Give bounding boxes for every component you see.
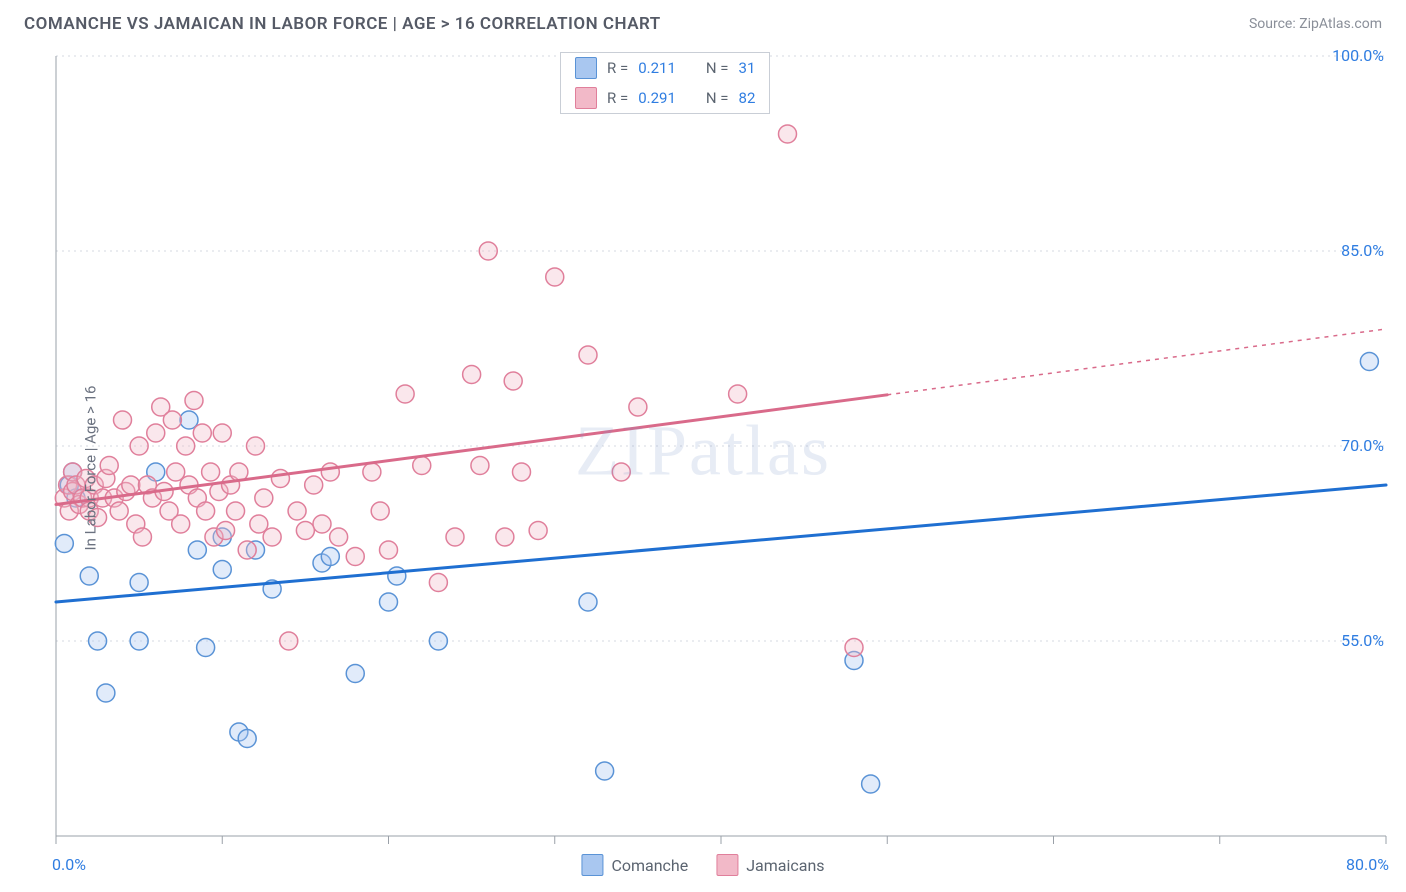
legend-label: Jamaicans: [746, 856, 824, 875]
legend-swatch: [581, 854, 603, 876]
x-tick-label: 80.0%: [1346, 855, 1389, 874]
y-tick-label: 85.0%: [1341, 241, 1384, 260]
scatter-chart: [0, 44, 1406, 892]
legend-r-value[interactable]: 0.211: [638, 59, 676, 77]
chart-area: In Labor Force | Age > 16 ZIPatlas R =0.…: [0, 44, 1406, 892]
chart-header: COMANCHE VS JAMAICAN IN LABOR FORCE | AG…: [0, 0, 1406, 44]
legend-n-value[interactable]: 31: [739, 59, 756, 77]
legend-r-value[interactable]: 0.291: [638, 89, 676, 107]
y-tick-label: 70.0%: [1341, 436, 1384, 455]
x-tick-label: 0.0%: [52, 855, 86, 874]
legend-swatch: [575, 87, 597, 109]
legend-n-label: N =: [706, 89, 729, 107]
legend-r-label: R =: [607, 59, 628, 77]
y-axis-label: In Labor Force | Age > 16: [81, 386, 99, 551]
legend-swatch: [716, 854, 738, 876]
series-legend: Comanche Jamaicans: [581, 854, 824, 876]
y-tick-label: 55.0%: [1341, 631, 1384, 650]
legend-row: R = 0.211 N = 31: [561, 53, 769, 83]
legend-item: Comanche: [581, 854, 688, 876]
source-credit: Source: ZipAtlas.com: [1249, 16, 1382, 32]
legend-n-label: N =: [706, 59, 729, 77]
legend-swatch: [575, 57, 597, 79]
y-tick-label: 100.0%: [1332, 46, 1384, 65]
legend-label: Comanche: [611, 856, 688, 875]
legend-n-value[interactable]: 82: [739, 89, 756, 107]
chart-title: COMANCHE VS JAMAICAN IN LABOR FORCE | AG…: [24, 14, 661, 34]
legend-item: Jamaicans: [716, 854, 824, 876]
legend-row: R = 0.291 N = 82: [561, 83, 769, 113]
correlation-legend: R = 0.211 N = 31 R = 0.291 N = 82: [560, 52, 770, 114]
source-link[interactable]: ZipAtlas.com: [1299, 16, 1382, 32]
legend-r-label: R =: [607, 89, 628, 107]
